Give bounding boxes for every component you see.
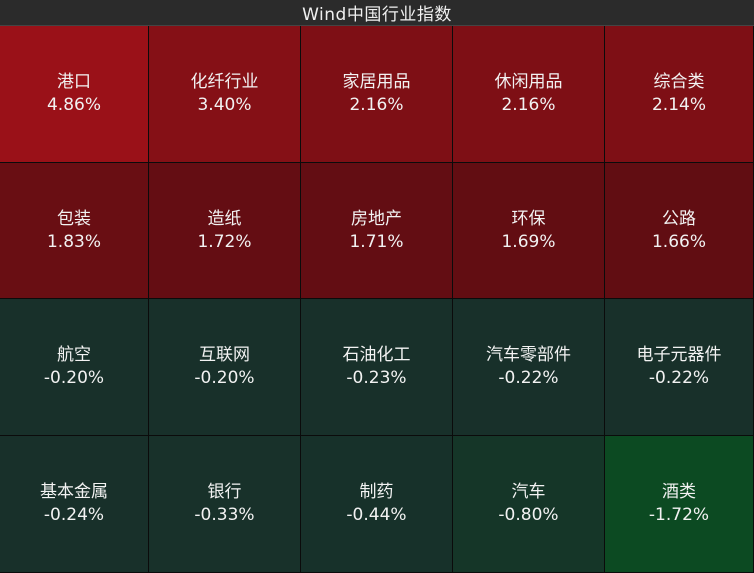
cell-change-value: -0.44% [346, 505, 407, 525]
cell-industry-name: 汽车 [511, 482, 546, 502]
heatmap-cell: 航空 -0.20% [0, 299, 149, 436]
chart-title: Wind中国行业指数 [0, 0, 754, 26]
heatmap-cell: 基本金属 -0.24% [0, 436, 149, 573]
cell-change-value: 1.69% [501, 231, 556, 252]
cell-change-value: -0.20% [194, 368, 255, 388]
cell-industry-name: 港口 [57, 72, 91, 92]
cell-change-value: -0.22% [498, 368, 559, 388]
cell-change-value: -1.72% [648, 505, 710, 525]
cell-industry-name: 石油化工 [342, 345, 411, 365]
cell-industry-name: 环保 [511, 208, 546, 229]
cell-industry-name: 基本金属 [40, 482, 108, 502]
heatmap-cell: 石油化工 -0.23% [301, 299, 453, 436]
heatmap-cell: 电子元器件 -0.22% [605, 299, 754, 436]
cell-change-value: 4.86% [46, 95, 101, 115]
cell-change-value: -0.80% [498, 505, 559, 525]
cell-change-value: 1.66% [651, 231, 706, 252]
heatmap-cell: 汽车 -0.80% [453, 436, 605, 573]
heatmap-cell: 制药 -0.44% [301, 436, 453, 573]
cell-industry-name: 公路 [662, 208, 696, 229]
cell-industry-name: 休闲用品 [494, 72, 563, 92]
cell-change-value: -0.24% [43, 505, 105, 525]
cell-industry-name: 家居用品 [342, 72, 411, 92]
cell-industry-name: 造纸 [207, 208, 242, 229]
cell-change-value: 2.14% [651, 95, 706, 115]
cell-industry-name: 银行 [207, 482, 242, 502]
heatmap-cell: 港口 4.86% [0, 26, 149, 163]
cell-change-value: -0.20% [43, 368, 105, 388]
cell-industry-name: 综合类 [653, 72, 705, 92]
cell-industry-name: 化纤行业 [190, 72, 259, 92]
heatmap-cell: 包装 1.83% [0, 163, 149, 299]
cell-industry-name: 电子元器件 [636, 345, 722, 365]
cell-change-value: 3.40% [197, 95, 252, 115]
cell-industry-name: 航空 [57, 345, 91, 365]
heatmap-cell: 互联网 -0.20% [149, 299, 301, 436]
heatmap-cell: 房地产 1.71% [301, 163, 453, 299]
cell-change-value: -0.23% [346, 368, 407, 388]
heatmap-cell: 休闲用品 2.16% [453, 26, 605, 163]
cell-industry-name: 制药 [359, 482, 394, 502]
cell-industry-name: 房地产 [351, 208, 402, 229]
cell-change-value: 2.16% [349, 95, 404, 115]
cell-industry-name: 互联网 [199, 345, 250, 365]
heatmap-cell: 公路 1.66% [605, 163, 754, 299]
heatmap-cell: 酒类 -1.72% [605, 436, 754, 573]
cell-change-value: -0.22% [648, 368, 710, 388]
heatmap-cell: 造纸 1.72% [149, 163, 301, 299]
heatmap-cell: 家居用品 2.16% [301, 26, 453, 163]
cell-change-value: 2.16% [501, 95, 556, 115]
cell-change-value: 1.71% [349, 231, 404, 252]
heatmap-cell: 综合类 2.14% [605, 26, 754, 163]
heatmap-cell: 化纤行业 3.40% [149, 26, 301, 163]
heatmap-cell: 银行 -0.33% [149, 436, 301, 573]
cell-industry-name: 酒类 [662, 482, 696, 502]
cell-change-value: 1.72% [197, 231, 252, 252]
cell-industry-name: 包装 [57, 208, 91, 229]
heatmap-cell: 汽车零部件 -0.22% [453, 299, 605, 436]
cell-change-value: 1.83% [46, 231, 101, 252]
cell-change-value: -0.33% [194, 505, 255, 525]
cell-industry-name: 汽车零部件 [486, 345, 571, 365]
heatmap-cell: 环保 1.69% [453, 163, 605, 299]
heatmap-grid: 港口 4.86% 化纤行业 3.40% 家居用品 2.16% 休闲用品 2.16% 综合类 2.1… [0, 26, 754, 573]
